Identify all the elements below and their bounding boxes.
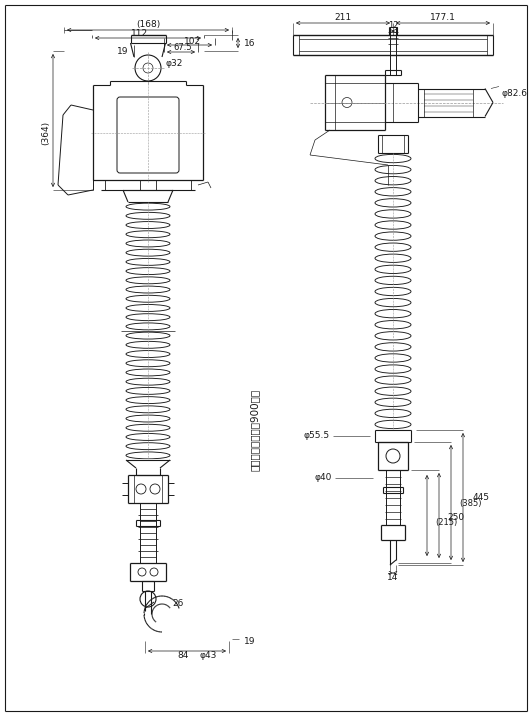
Text: 16: 16 bbox=[244, 39, 255, 47]
Text: (215): (215) bbox=[435, 518, 457, 527]
Text: (168): (168) bbox=[136, 21, 160, 29]
Text: 177.1: 177.1 bbox=[430, 14, 456, 22]
Text: 445: 445 bbox=[473, 493, 490, 502]
Text: φ55.5: φ55.5 bbox=[304, 432, 330, 440]
Polygon shape bbox=[126, 460, 170, 475]
Text: 12: 12 bbox=[388, 21, 398, 31]
Text: 67.5: 67.5 bbox=[173, 44, 192, 52]
Text: (364): (364) bbox=[41, 120, 51, 145]
Text: 211: 211 bbox=[335, 14, 352, 22]
Text: 102: 102 bbox=[185, 37, 202, 46]
Text: 19: 19 bbox=[117, 47, 128, 56]
Text: φ82.6: φ82.6 bbox=[501, 89, 527, 98]
Text: φ40: φ40 bbox=[314, 473, 332, 483]
Text: 14: 14 bbox=[387, 574, 398, 583]
Text: 26: 26 bbox=[172, 599, 184, 609]
Text: 84: 84 bbox=[177, 652, 189, 660]
Text: 250: 250 bbox=[447, 513, 464, 522]
Text: 19: 19 bbox=[244, 637, 255, 646]
Text: (385): (385) bbox=[459, 499, 481, 508]
Text: φ32: φ32 bbox=[166, 59, 184, 67]
Text: フック間最小距雤900以下: フック間最小距雤900以下 bbox=[250, 389, 260, 471]
Text: 112: 112 bbox=[131, 29, 148, 39]
Text: φ43: φ43 bbox=[200, 652, 217, 660]
